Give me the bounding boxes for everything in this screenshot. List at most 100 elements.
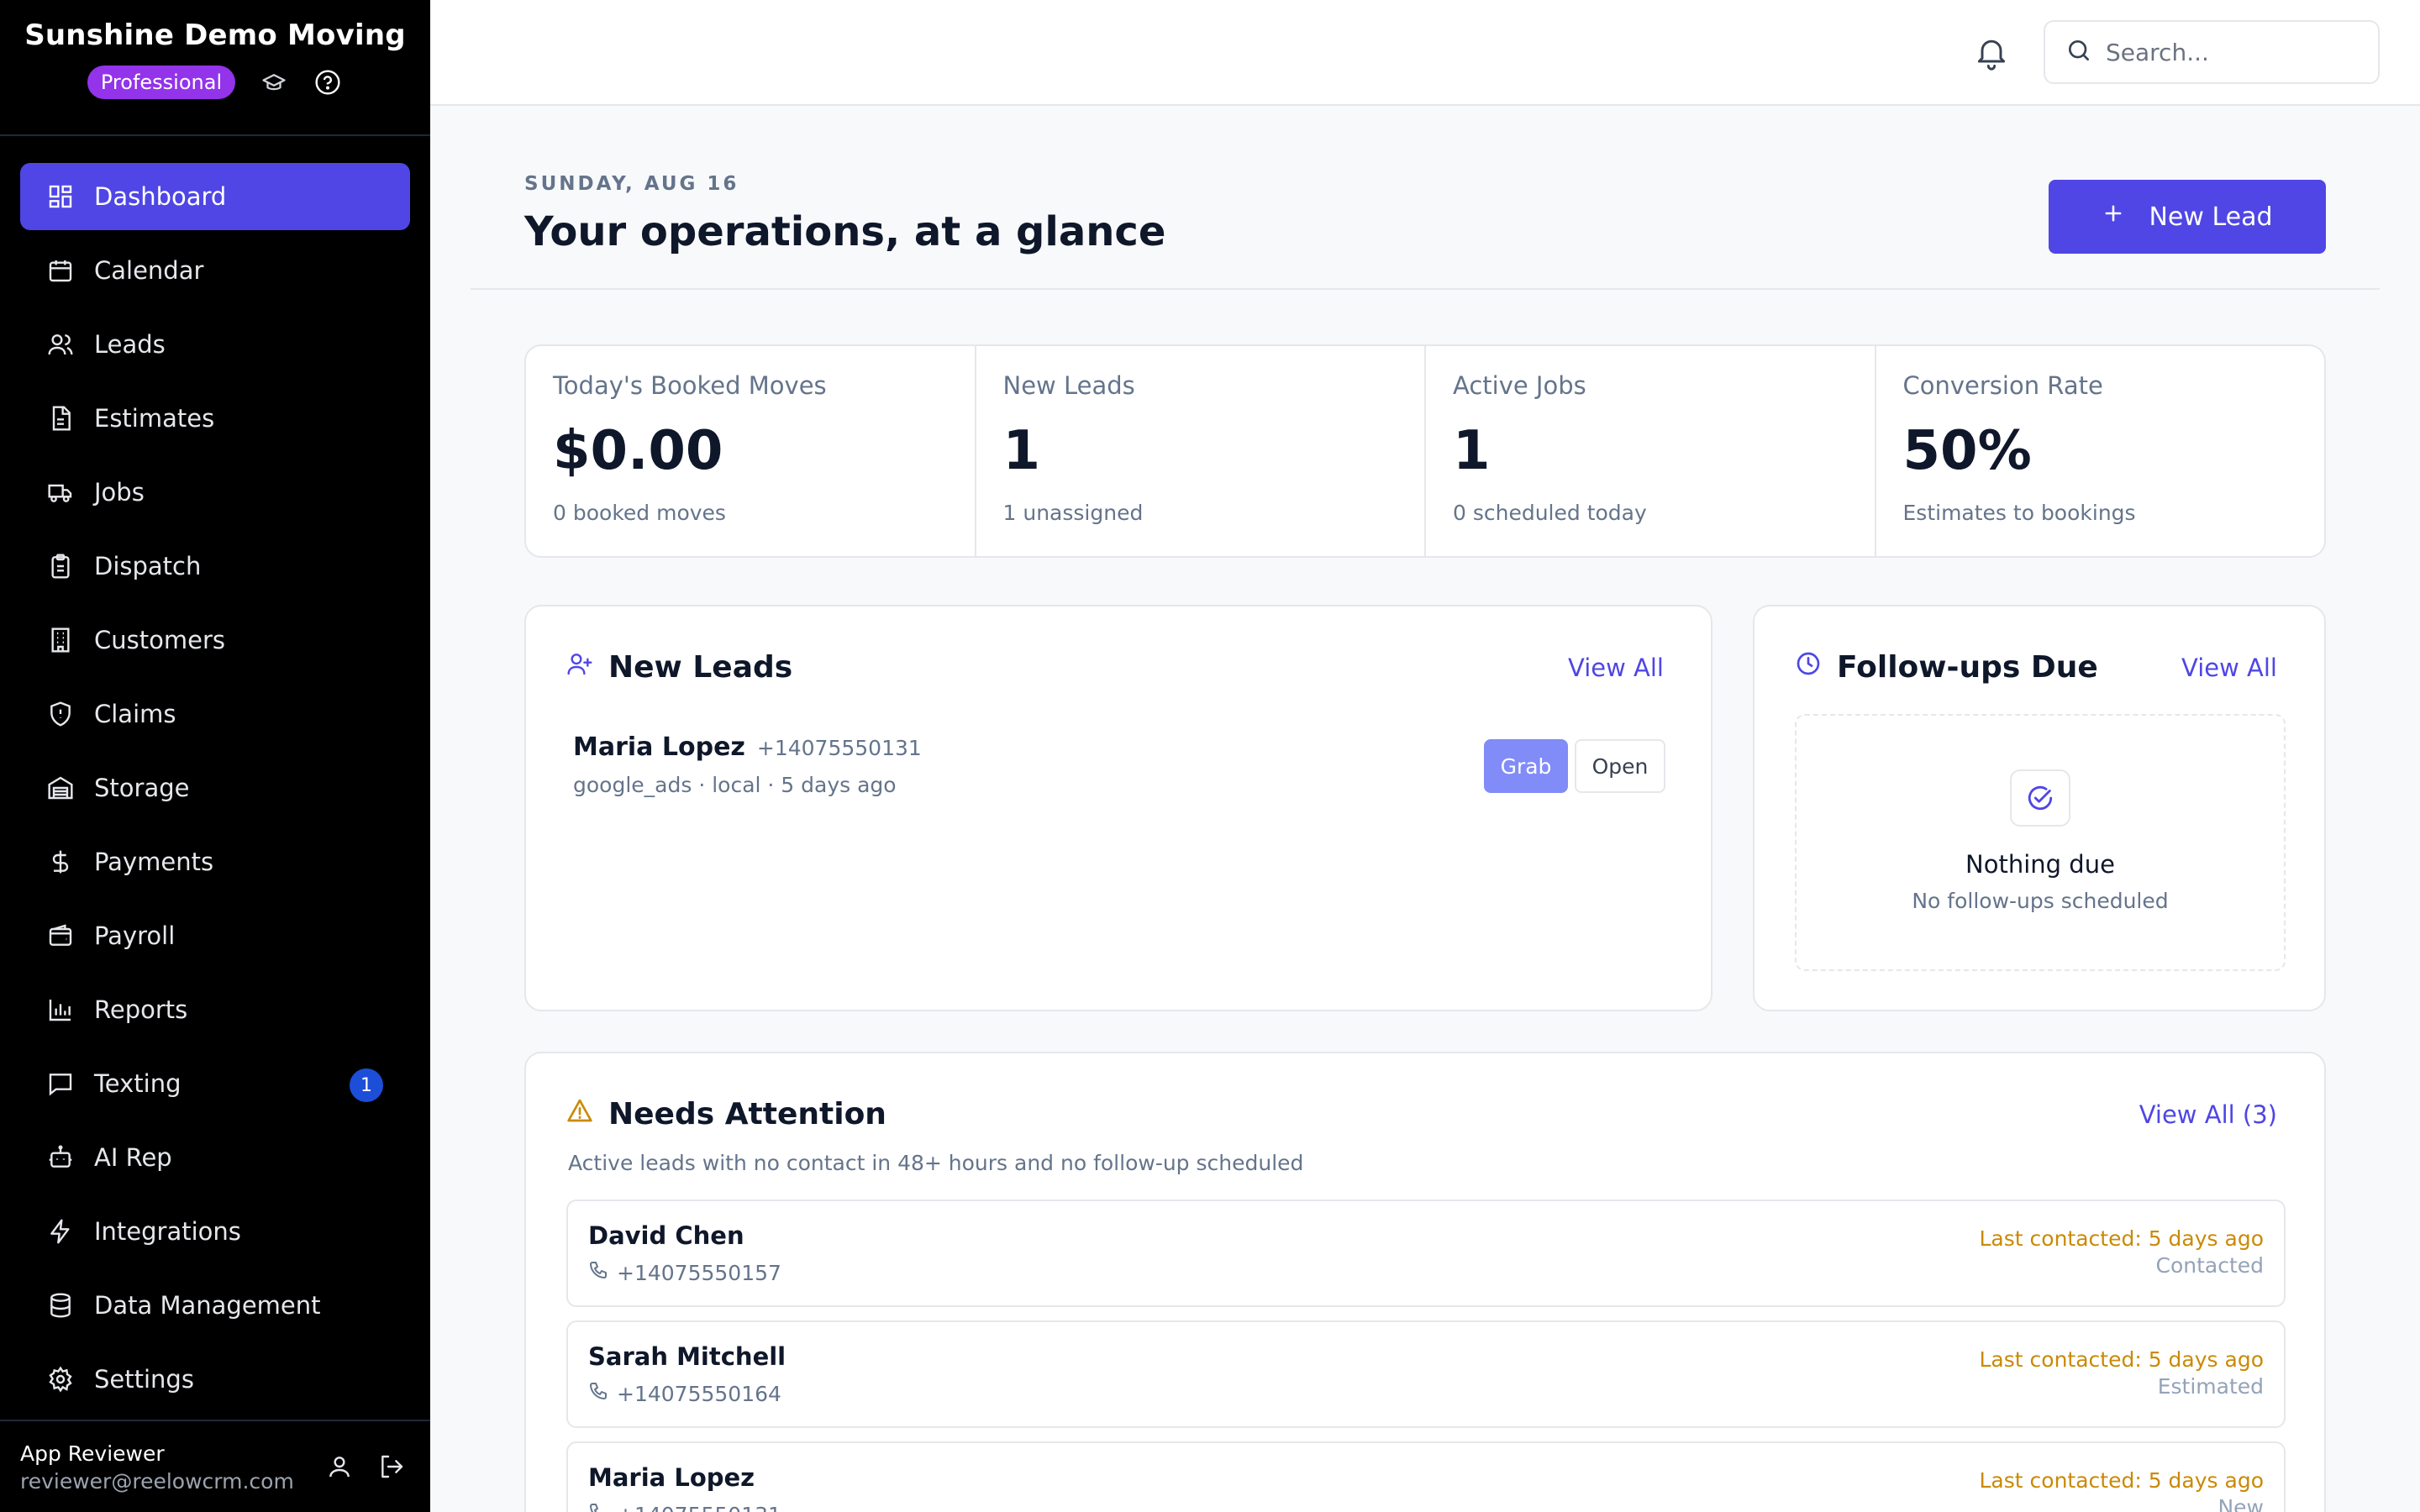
sidebar-item-claims[interactable]: Claims (20, 680, 410, 748)
phone-number: +14075550164 (617, 1381, 781, 1406)
sidebar-item-leads[interactable]: Leads (20, 311, 410, 378)
sidebar: Sunshine Demo Moving Professional Dashbo… (0, 0, 430, 1512)
sidebar-item-data-management[interactable]: Data Management (20, 1272, 410, 1339)
sidebar-item-dispatch[interactable]: Dispatch (20, 533, 410, 600)
database-icon (47, 1292, 74, 1319)
bell-icon[interactable] (1973, 34, 2010, 71)
stat-value: $0.00 (553, 420, 723, 482)
contact-name: Maria Lopez (588, 1463, 755, 1492)
last-contacted: Last contacted: 5 days ago (1979, 1226, 2265, 1251)
stat-sub: 1 unassigned (1002, 501, 1144, 525)
calendar-icon (47, 257, 74, 284)
search-box (2044, 20, 2380, 84)
truck-icon (47, 479, 74, 506)
sidebar-item-label: Calendar (94, 256, 204, 285)
sidebar-item-payroll[interactable]: Payroll (20, 902, 410, 969)
sidebar-item-customers[interactable]: Customers (20, 606, 410, 674)
stats-panel: Today's Booked Moves $0.00 0 booked move… (524, 344, 2326, 558)
contact-phone: +14075550157 (588, 1260, 781, 1285)
shield-icon (47, 701, 74, 727)
lead-meta: google_ads · local · 5 days ago (573, 773, 897, 797)
sidebar-item-label: Reports (94, 995, 188, 1024)
sidebar-item-texting[interactable]: Texting 1 (20, 1050, 410, 1117)
needs-attention-description: Active leads with no contact in 48+ hour… (568, 1151, 1304, 1175)
page-title: Your operations, at a glance (524, 208, 1166, 255)
help-icon[interactable] (313, 67, 343, 97)
stat-new-leads: New Leads 1 1 unassigned (976, 346, 1426, 556)
attention-row[interactable]: David Chen +14075550157 Last contacted: … (566, 1200, 2286, 1307)
empty-subtitle: No follow-ups scheduled (1912, 889, 2169, 913)
sidebar-item-label: Dispatch (94, 552, 202, 580)
lead-name-text: Maria Lopez (573, 732, 745, 762)
dollar-icon (47, 848, 74, 875)
plus-icon (2102, 202, 2125, 232)
followups-card: Follow-ups Due View All Nothing due No f… (1753, 605, 2326, 1011)
empty-title: Nothing due (1965, 850, 2115, 879)
stat-value: 1 (1002, 420, 1041, 482)
needs-attention-view-all-link[interactable]: View All (3) (2139, 1100, 2277, 1129)
top-bar (430, 0, 2420, 106)
bot-icon (47, 1144, 74, 1171)
plan-badge: Professional (87, 66, 236, 99)
wallet-icon (47, 922, 74, 949)
logout-icon[interactable] (378, 1453, 405, 1483)
unread-count-badge: 1 (350, 1068, 383, 1102)
new-leads-view-all-link[interactable]: View All (1568, 654, 1664, 682)
sidebar-nav: Dashboard Calendar Leads Estimates Jobs … (0, 136, 430, 1413)
bar-chart-icon (47, 996, 74, 1023)
attention-row[interactable]: Maria Lopez +14075550131 Last contacted:… (566, 1441, 2286, 1512)
card-title-text: Needs Attention (608, 1097, 886, 1131)
sidebar-item-payments[interactable]: Payments (20, 828, 410, 895)
graduation-cap-icon[interactable] (259, 67, 289, 97)
card-title-text: New Leads (608, 650, 793, 685)
new-lead-button[interactable]: New Lead (2049, 180, 2326, 254)
stat-sub: Estimates to bookings (1902, 501, 2136, 525)
needs-attention-card: Needs Attention View All (3) Active lead… (524, 1052, 2326, 1512)
brand-header: Sunshine Demo Moving Professional (0, 0, 430, 136)
stat-label: New Leads (1002, 371, 1135, 400)
search-input[interactable] (2106, 38, 2358, 66)
stat-label: Conversion Rate (1902, 371, 2103, 400)
sidebar-item-integrations[interactable]: Integrations (20, 1198, 410, 1265)
followups-title: Follow-ups Due (1795, 650, 2098, 685)
lead-name: Maria Lopez +14075550131 (573, 732, 922, 762)
sidebar-item-label: Estimates (94, 404, 215, 433)
stat-value: 50% (1902, 420, 2032, 482)
profile-icon[interactable] (326, 1453, 353, 1483)
sidebar-item-dashboard[interactable]: Dashboard (20, 163, 410, 230)
grab-lead-button[interactable]: Grab (1484, 739, 1568, 793)
sidebar-item-label: Payments (94, 848, 214, 876)
header-divider (471, 288, 2380, 290)
sidebar-item-label: Dashboard (94, 182, 227, 211)
contact-phone: +14075550131 (588, 1502, 781, 1512)
sidebar-item-ai-rep[interactable]: AI Rep (20, 1124, 410, 1191)
stat-label: Active Jobs (1453, 371, 1586, 400)
user-name: App Reviewer (20, 1441, 165, 1466)
company-name: Sunshine Demo Moving (24, 18, 406, 52)
dashboard-icon (47, 183, 74, 210)
sidebar-item-storage[interactable]: Storage (20, 754, 410, 822)
sidebar-item-jobs[interactable]: Jobs (20, 459, 410, 526)
warning-icon (566, 1097, 593, 1131)
user-email: reviewer@reelowcrm.com (20, 1469, 294, 1494)
sidebar-item-label: Settings (94, 1365, 194, 1394)
sidebar-item-label: Integrations (94, 1217, 241, 1246)
warehouse-icon (47, 774, 74, 801)
sidebar-item-label: Data Management (94, 1291, 321, 1320)
clipboard-icon (47, 553, 74, 580)
sidebar-item-reports[interactable]: Reports (20, 976, 410, 1043)
stat-conversion-rate: Conversion Rate 50% Estimates to booking… (1876, 346, 2325, 556)
lead-status: New (2217, 1495, 2264, 1512)
sidebar-item-calendar[interactable]: Calendar (20, 237, 410, 304)
followups-view-all-link[interactable]: View All (2181, 654, 2277, 682)
lead-phone: +14075550131 (756, 736, 922, 760)
sidebar-item-estimates[interactable]: Estimates (20, 385, 410, 452)
sidebar-item-label: Claims (94, 700, 176, 728)
attention-row[interactable]: Sarah Mitchell +14075550164 Last contact… (566, 1320, 2286, 1428)
last-contacted: Last contacted: 5 days ago (1979, 1347, 2265, 1372)
open-lead-button[interactable]: Open (1575, 739, 1665, 793)
contact-name: Sarah Mitchell (588, 1342, 786, 1371)
user-plus-icon (566, 650, 593, 685)
sidebar-item-settings[interactable]: Settings (20, 1346, 410, 1413)
phone-icon (588, 1381, 608, 1406)
